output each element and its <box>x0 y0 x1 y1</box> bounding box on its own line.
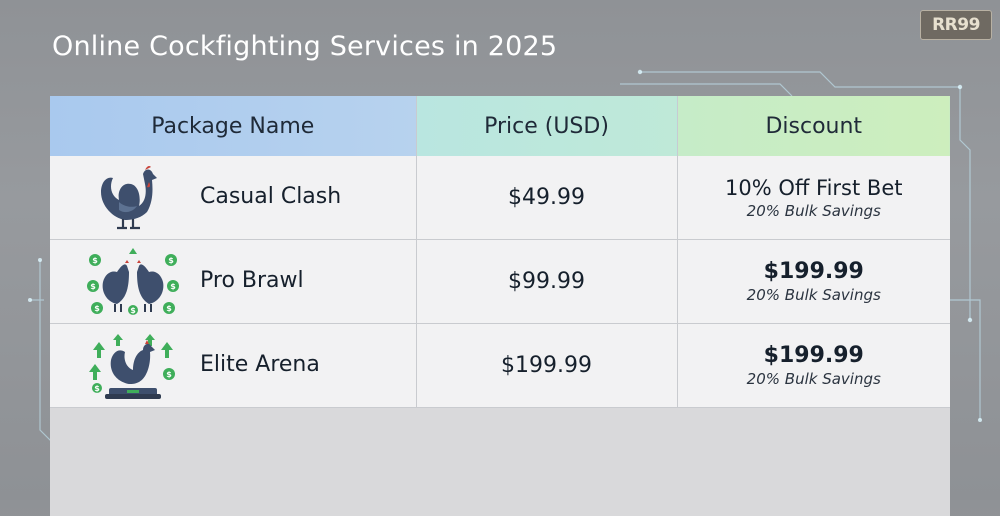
svg-text:$: $ <box>170 282 176 291</box>
discount-value: $199.99 <box>763 258 864 284</box>
discount-note: 20% Bulk Savings <box>746 285 881 304</box>
discount-cell: $199.99 20% Bulk Savings <box>677 323 950 408</box>
header-price: Price (USD) <box>416 96 678 156</box>
table-row: Casual Clash $49.99 10% Off First Bet 20… <box>50 156 950 240</box>
svg-text:$: $ <box>166 370 172 379</box>
price-value: $49.99 <box>508 185 585 210</box>
header-package-name: Package Name <box>50 96 417 156</box>
package-cell: Casual Clash <box>50 156 417 240</box>
brand-logo-text: RR99 <box>932 15 980 35</box>
svg-text:$: $ <box>94 304 100 313</box>
price-cell: $49.99 <box>416 156 678 240</box>
discount-cell: 10% Off First Bet 20% Bulk Savings <box>677 156 950 240</box>
svg-text:$: $ <box>168 256 174 265</box>
brand-logo[interactable]: RR99 <box>920 10 992 40</box>
price-cell: $199.99 <box>416 323 678 408</box>
discount-cell: $199.99 20% Bulk Savings <box>677 239 950 324</box>
discount-value: 10% Off First Bet <box>725 175 903 200</box>
package-name: Casual Clash <box>200 184 342 209</box>
svg-text:$: $ <box>90 282 96 291</box>
price-cell: $99.99 <box>416 239 678 324</box>
package-name: Elite Arena <box>200 352 320 377</box>
discount-value: $199.99 <box>763 342 864 368</box>
package-cell: $ $ Elite Arena <box>50 323 417 408</box>
packages-table: Package Name Price (USD) Discount <box>50 96 950 408</box>
header-discount: Discount <box>677 96 950 156</box>
discount-note: 20% Bulk Savings <box>746 201 881 220</box>
package-cell: $ $ $ $ $ $ $ Pro Brawl <box>50 239 417 324</box>
price-value: $99.99 <box>508 269 585 294</box>
page-title: Online Cockfighting Services in 2025 <box>52 31 558 62</box>
discount-note: 20% Bulk Savings <box>746 369 881 388</box>
table-row: $ $ Elite Arena $199.99 $199.99 20% Bulk … <box>50 323 950 408</box>
svg-text:$: $ <box>166 304 172 313</box>
table-row: $ $ $ $ $ $ $ Pro Brawl <box>50 239 950 324</box>
package-name: Pro Brawl <box>200 268 304 293</box>
two-roosters-money-icon: $ $ $ $ $ $ $ <box>87 248 179 315</box>
single-rooster-icon <box>101 166 157 230</box>
rooster-arena-arrows-icon: $$ <box>89 334 175 399</box>
svg-text:$: $ <box>92 256 98 265</box>
table-header-row: Package Name Price (USD) Discount <box>50 96 950 156</box>
svg-text:$: $ <box>94 384 100 393</box>
svg-text:$: $ <box>130 306 136 315</box>
price-value: $199.99 <box>501 353 592 378</box>
